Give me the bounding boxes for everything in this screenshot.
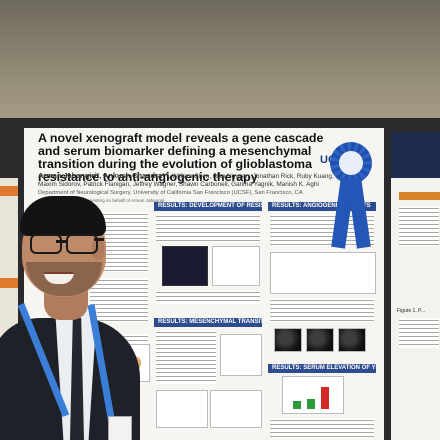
serum-text (270, 418, 374, 438)
glasses-lens (66, 234, 98, 254)
glasses-bridge (56, 240, 66, 243)
mesenchymal-network (210, 390, 262, 428)
left-poster-stripe (0, 186, 18, 196)
right-poster-banner (391, 132, 440, 178)
award-ribbon-center (339, 151, 363, 175)
serum-bar (307, 399, 315, 409)
presenter-ear (92, 240, 104, 260)
methods-text (90, 278, 148, 322)
presenter-tie (70, 318, 84, 440)
poster-authors-rest: William Chen, Alan Nguyen, Jonathan Rick… (38, 173, 334, 188)
serum-bar (321, 387, 329, 409)
poster-footnote: *Equal Contribution; #Presenting on beha… (38, 198, 165, 203)
right-neighbour-poster: Figure 1. P... (391, 132, 440, 440)
name-badge (108, 416, 132, 440)
glasses-lens (30, 234, 62, 254)
mesenchymal-chart (220, 334, 262, 376)
right-poster-text (399, 318, 439, 348)
right-poster-band (399, 192, 440, 200)
development-text (156, 214, 260, 242)
microscopy-image (306, 328, 334, 352)
presenter-hair (20, 196, 106, 236)
right-poster-figure-label: Figure 1. P... (397, 308, 425, 314)
section-header-serum: RESULTS: SERUM ELEVATION OF YKL-40 (268, 364, 376, 373)
glasses-temple (94, 238, 104, 241)
development-growth-plot (212, 246, 260, 286)
microscopy-image (274, 328, 302, 352)
mesenchymal-text (156, 330, 216, 384)
section-header-mesenchymal: RESULTS: MESENCHYMAL TRANSITION (154, 318, 262, 327)
section-header-angiogenic: RESULTS: ANGIOGENIC EFFECTS (268, 202, 376, 211)
angiogenic-caption (270, 298, 374, 322)
microscopy-image (338, 328, 366, 352)
development-caption (156, 290, 260, 304)
poster-affiliation: Department of Neurological Surgery, Univ… (38, 190, 303, 196)
wall (0, 0, 440, 130)
angiogenic-line-plots (270, 252, 376, 294)
poster-title: A novel xenograft model reveals a gene c… (38, 131, 324, 184)
serum-bar (293, 401, 301, 409)
mesenchymal-scatter (156, 390, 208, 428)
serum-bar-chart (282, 376, 344, 414)
right-poster-text (399, 206, 439, 246)
presenter-smile (44, 272, 74, 284)
poster-authors: Arman Jahangiri*, Ankush Chandra**, Will… (38, 172, 338, 205)
poster-authors-lead: Arman Jahangiri*, Ankush Chandra**, (38, 171, 170, 180)
section-header-development: RESULTS: DEVELOPMENT OF RESISTANCE (154, 202, 262, 211)
left-poster-stripe (0, 278, 18, 288)
development-heatmap (162, 246, 208, 286)
